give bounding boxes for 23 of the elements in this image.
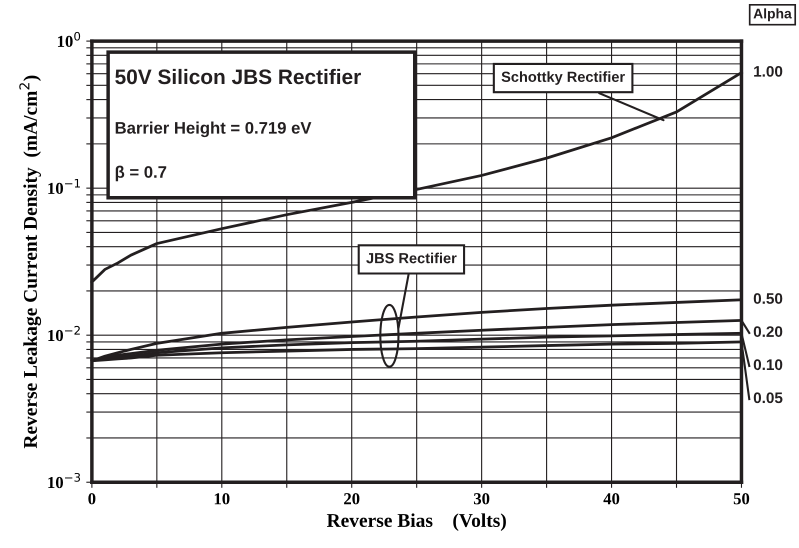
x-tick-label: 30 [474,493,490,504]
x-tick-label: 50 [734,493,750,504]
y-axis-title: Reverse Leakage Current Density (mA/cm$^{2}$) [19,76,42,448]
x-tick-label: 20 [344,493,360,504]
y-tick-label: 10$^{−1}$ [48,178,80,194]
text: Barrier Height = 0.719 eV [116,122,312,138]
y-tick-label: 10$^{−2}$ [48,326,80,342]
legend-label: 0.20 [754,326,782,338]
annotation: JBS Rectifier [366,252,457,264]
y-tick-label: 10$^{−3}$ [48,472,80,488]
series-label: 0.50 [754,293,782,304]
series-label: 1.00 [754,66,782,77]
annotation: Schottky Rectifier [502,71,625,85]
legend-title: Alpha [754,8,792,22]
text: 0.05 [754,392,782,404]
x-axis-title: Reverse Bias (Volts) [326,513,506,531]
x-tick-label: 40 [603,493,620,504]
annotation: β = 0.7 [116,166,166,182]
x-tick-label: 10 [214,493,230,504]
x-tick-label: 0 [88,493,96,504]
text: 50V Silicon JBS Rectifier [115,68,361,84]
y-tick-label: 10$^{0}$ [58,32,80,48]
series-label: 0.10 [754,359,782,370]
